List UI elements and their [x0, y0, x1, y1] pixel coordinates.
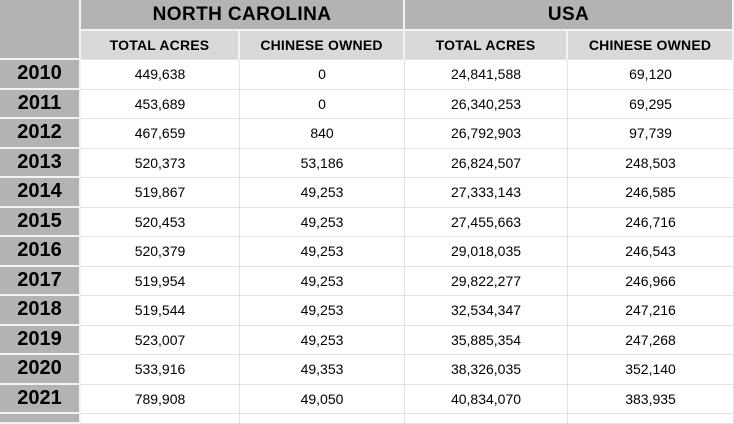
- table-body: 2010 449,638 0 24,841,588 69,120 2011 45…: [0, 60, 734, 424]
- data-cell: 32,534,347: [405, 296, 569, 326]
- data-cell: 49,253: [240, 178, 406, 208]
- year-cell: 2010: [0, 60, 81, 90]
- data-cell: 97,739: [568, 119, 734, 149]
- group-header-usa: USA: [405, 0, 734, 31]
- table-row: 2021 789,908 49,050 40,834,070 383,935: [0, 384, 734, 414]
- data-cell: 520,379: [81, 237, 240, 267]
- data-cell: 35,885,354: [405, 325, 569, 355]
- data-cell: 49,353: [240, 355, 406, 385]
- table-row: 2020 533,916 49,353 38,326,035 352,140: [0, 355, 734, 385]
- group-header-north-carolina: NORTH CAROLINA: [81, 0, 406, 31]
- data-cell: 519,867: [81, 178, 240, 208]
- data-cell: 26,824,507: [405, 148, 569, 178]
- data-cell: 247,268: [568, 325, 734, 355]
- data-cell: 520,373: [81, 148, 240, 178]
- corner-cell: [0, 0, 81, 60]
- data-cell: 24,841,588: [405, 60, 569, 90]
- subheader-row: TOTAL ACRES CHINESE OWNED TOTAL ACRES CH…: [0, 31, 734, 60]
- data-cell: 246,966: [568, 266, 734, 296]
- table-row: 2013 520,373 53,186 26,824,507 248,503: [0, 148, 734, 178]
- year-cell: 2011: [0, 89, 81, 119]
- data-cell: 27,333,143: [405, 178, 569, 208]
- data-cell: 840: [240, 119, 406, 149]
- data-cell: 49,253: [240, 237, 406, 267]
- data-cell: 789,908: [81, 384, 240, 414]
- year-cell: 2015: [0, 207, 81, 237]
- data-cell-empty: [81, 414, 240, 424]
- year-cell: 2012: [0, 119, 81, 149]
- table-row: 2015 520,453 49,253 27,455,663 246,716: [0, 207, 734, 237]
- data-cell: 29,018,035: [405, 237, 569, 267]
- year-cell: 2017: [0, 266, 81, 296]
- data-cell: 49,253: [240, 266, 406, 296]
- data-cell: 40,834,070: [405, 384, 569, 414]
- year-cell: 2018: [0, 296, 81, 326]
- data-cell: 49,050: [240, 384, 406, 414]
- year-cell: 2020: [0, 355, 81, 385]
- data-cell: 246,585: [568, 178, 734, 208]
- data-cell: 246,716: [568, 207, 734, 237]
- data-cell: 519,954: [81, 266, 240, 296]
- year-cell-empty: [0, 414, 81, 424]
- table-row: 2010 449,638 0 24,841,588 69,120: [0, 60, 734, 90]
- data-cell: 467,659: [81, 119, 240, 149]
- subheader-nc-chinese-owned: CHINESE OWNED: [240, 31, 406, 60]
- data-cell: 520,453: [81, 207, 240, 237]
- data-cell-empty: [240, 414, 406, 424]
- data-cell: 27,455,663: [405, 207, 569, 237]
- data-cell: 0: [240, 89, 406, 119]
- table-row: 2014 519,867 49,253 27,333,143 246,585: [0, 178, 734, 208]
- data-cell: 0: [240, 60, 406, 90]
- subheader-nc-total-acres: TOTAL ACRES: [81, 31, 240, 60]
- data-cell: 533,916: [81, 355, 240, 385]
- data-cell: 248,503: [568, 148, 734, 178]
- table-row: 2017 519,954 49,253 29,822,277 246,966: [0, 266, 734, 296]
- data-cell: 26,340,253: [405, 89, 569, 119]
- partial-bottom-row: [0, 414, 734, 424]
- data-cell: 49,253: [240, 325, 406, 355]
- data-cell-empty: [405, 414, 569, 424]
- data-cell: 49,253: [240, 207, 406, 237]
- data-cell: 38,326,035: [405, 355, 569, 385]
- year-cell: 2014: [0, 178, 81, 208]
- data-cell: 49,253: [240, 296, 406, 326]
- data-cell: 352,140: [568, 355, 734, 385]
- table-row: 2019 523,007 49,253 35,885,354 247,268: [0, 325, 734, 355]
- data-cell: 453,689: [81, 89, 240, 119]
- group-header-row: NORTH CAROLINA USA: [0, 0, 734, 60]
- data-cell: 26,792,903: [405, 119, 569, 149]
- data-cell: 383,935: [568, 384, 734, 414]
- data-cell: 29,822,277: [405, 266, 569, 296]
- year-cell: 2013: [0, 148, 81, 178]
- year-cell: 2016: [0, 237, 81, 267]
- data-cell: 69,120: [568, 60, 734, 90]
- data-cell: 69,295: [568, 89, 734, 119]
- data-cell-empty: [568, 414, 734, 424]
- table-row: 2018 519,544 49,253 32,534,347 247,216: [0, 296, 734, 326]
- year-cell: 2019: [0, 325, 81, 355]
- data-cell: 247,216: [568, 296, 734, 326]
- subheader-usa-chinese-owned: CHINESE OWNED: [568, 31, 734, 60]
- table-row: 2012 467,659 840 26,792,903 97,739: [0, 119, 734, 149]
- data-cell: 53,186: [240, 148, 406, 178]
- data-cell: 519,544: [81, 296, 240, 326]
- data-cell: 449,638: [81, 60, 240, 90]
- table-row: 2016 520,379 49,253 29,018,035 246,543: [0, 237, 734, 267]
- data-cell: 523,007: [81, 325, 240, 355]
- data-cell: 246,543: [568, 237, 734, 267]
- year-cell: 2021: [0, 384, 81, 414]
- table-row: 2011 453,689 0 26,340,253 69,295: [0, 89, 734, 119]
- subheader-usa-total-acres: TOTAL ACRES: [405, 31, 569, 60]
